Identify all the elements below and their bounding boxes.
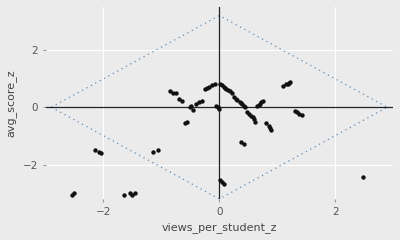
Point	[167, 90, 173, 93]
Point	[97, 151, 104, 155]
Point	[225, 88, 231, 92]
Point	[236, 100, 243, 103]
Point	[190, 108, 196, 111]
Point	[254, 104, 260, 108]
Point	[242, 105, 248, 109]
Point	[217, 178, 224, 182]
Point	[252, 120, 258, 124]
Point	[291, 109, 298, 113]
Point	[360, 175, 366, 179]
Point	[234, 98, 240, 102]
Point	[68, 193, 75, 197]
Point	[219, 83, 225, 87]
Point	[258, 100, 264, 104]
Point	[173, 92, 179, 96]
Point	[268, 128, 275, 132]
Point	[209, 83, 216, 87]
Point	[246, 113, 253, 116]
Point	[256, 103, 262, 107]
Point	[184, 120, 191, 124]
Point	[284, 82, 291, 86]
Point	[213, 104, 220, 108]
Point	[129, 193, 136, 197]
Point	[170, 91, 176, 95]
Point	[155, 148, 162, 152]
Point	[193, 102, 199, 106]
Point	[212, 82, 218, 86]
Point	[187, 105, 194, 109]
Point	[126, 191, 133, 195]
Point	[120, 193, 127, 197]
Point	[226, 90, 233, 93]
Point	[296, 112, 302, 115]
Point	[219, 180, 225, 184]
Point	[176, 97, 182, 101]
Point	[214, 105, 221, 109]
Point	[216, 107, 222, 111]
Point	[283, 82, 289, 86]
Point	[230, 95, 237, 99]
Point	[251, 117, 257, 121]
Point	[280, 84, 286, 88]
Point	[222, 86, 228, 90]
Point	[238, 101, 244, 105]
Point	[262, 121, 269, 125]
Point	[265, 124, 272, 128]
Point	[232, 97, 239, 101]
Point	[294, 110, 301, 114]
Point	[267, 126, 274, 130]
Point	[206, 85, 212, 89]
Point	[196, 100, 202, 104]
Point	[178, 99, 185, 103]
Point	[188, 104, 195, 108]
Point	[202, 87, 208, 90]
Point	[223, 87, 230, 90]
Point	[248, 114, 254, 118]
Point	[221, 182, 227, 186]
Point	[238, 140, 244, 144]
Point	[240, 104, 247, 108]
Point	[221, 85, 227, 89]
Point	[244, 110, 250, 114]
Point	[71, 191, 78, 195]
Point	[132, 191, 138, 195]
Point	[250, 115, 256, 119]
X-axis label: views_per_student_z: views_per_student_z	[162, 222, 277, 233]
Point	[150, 150, 156, 154]
Point	[298, 113, 305, 117]
Point	[286, 81, 292, 85]
Point	[199, 99, 205, 103]
Point	[203, 86, 210, 90]
Point	[239, 102, 246, 106]
Point	[96, 150, 102, 154]
Point	[229, 91, 235, 95]
Point	[287, 80, 293, 84]
Point	[217, 82, 224, 86]
Y-axis label: avg_score_z: avg_score_z	[7, 69, 17, 137]
Point	[260, 99, 266, 103]
Point	[257, 102, 263, 106]
Point	[92, 148, 98, 152]
Point	[181, 121, 188, 125]
Point	[240, 142, 247, 146]
